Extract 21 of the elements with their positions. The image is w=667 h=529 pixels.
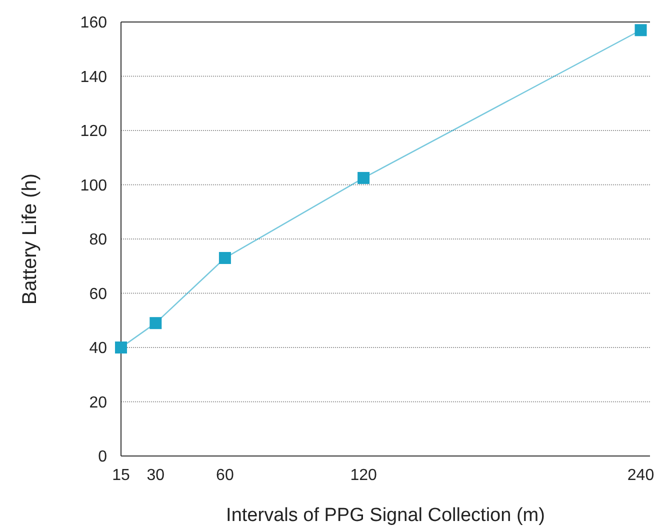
point	[150, 317, 162, 330]
point	[115, 342, 127, 354]
x-tick-label: 120	[350, 467, 377, 484]
y-tick-label: 0	[98, 448, 108, 466]
x-tick-label: 30	[146, 467, 165, 484]
y-tick-label: 20	[89, 394, 108, 412]
y-tick-label: 120	[80, 123, 108, 140]
y-tick-label: 140	[80, 68, 108, 86]
y-tick-label: 100	[80, 177, 108, 194]
y-tick-label: 160	[80, 14, 108, 32]
x-axis-title: Intervals of PPG Signal Collection (m)	[226, 505, 545, 526]
y-tick-label: 60	[89, 286, 108, 303]
x-tick-label: 15	[112, 467, 130, 484]
point	[218, 252, 231, 264]
y-axis-title: Battery Life (h)	[19, 173, 41, 305]
point	[634, 24, 647, 36]
x-tick-label: 240	[627, 467, 654, 484]
point	[358, 172, 370, 184]
x-tick-label: 60	[216, 467, 234, 484]
y-tick-label: 80	[89, 232, 108, 249]
y-tick-label: 40	[89, 340, 108, 358]
